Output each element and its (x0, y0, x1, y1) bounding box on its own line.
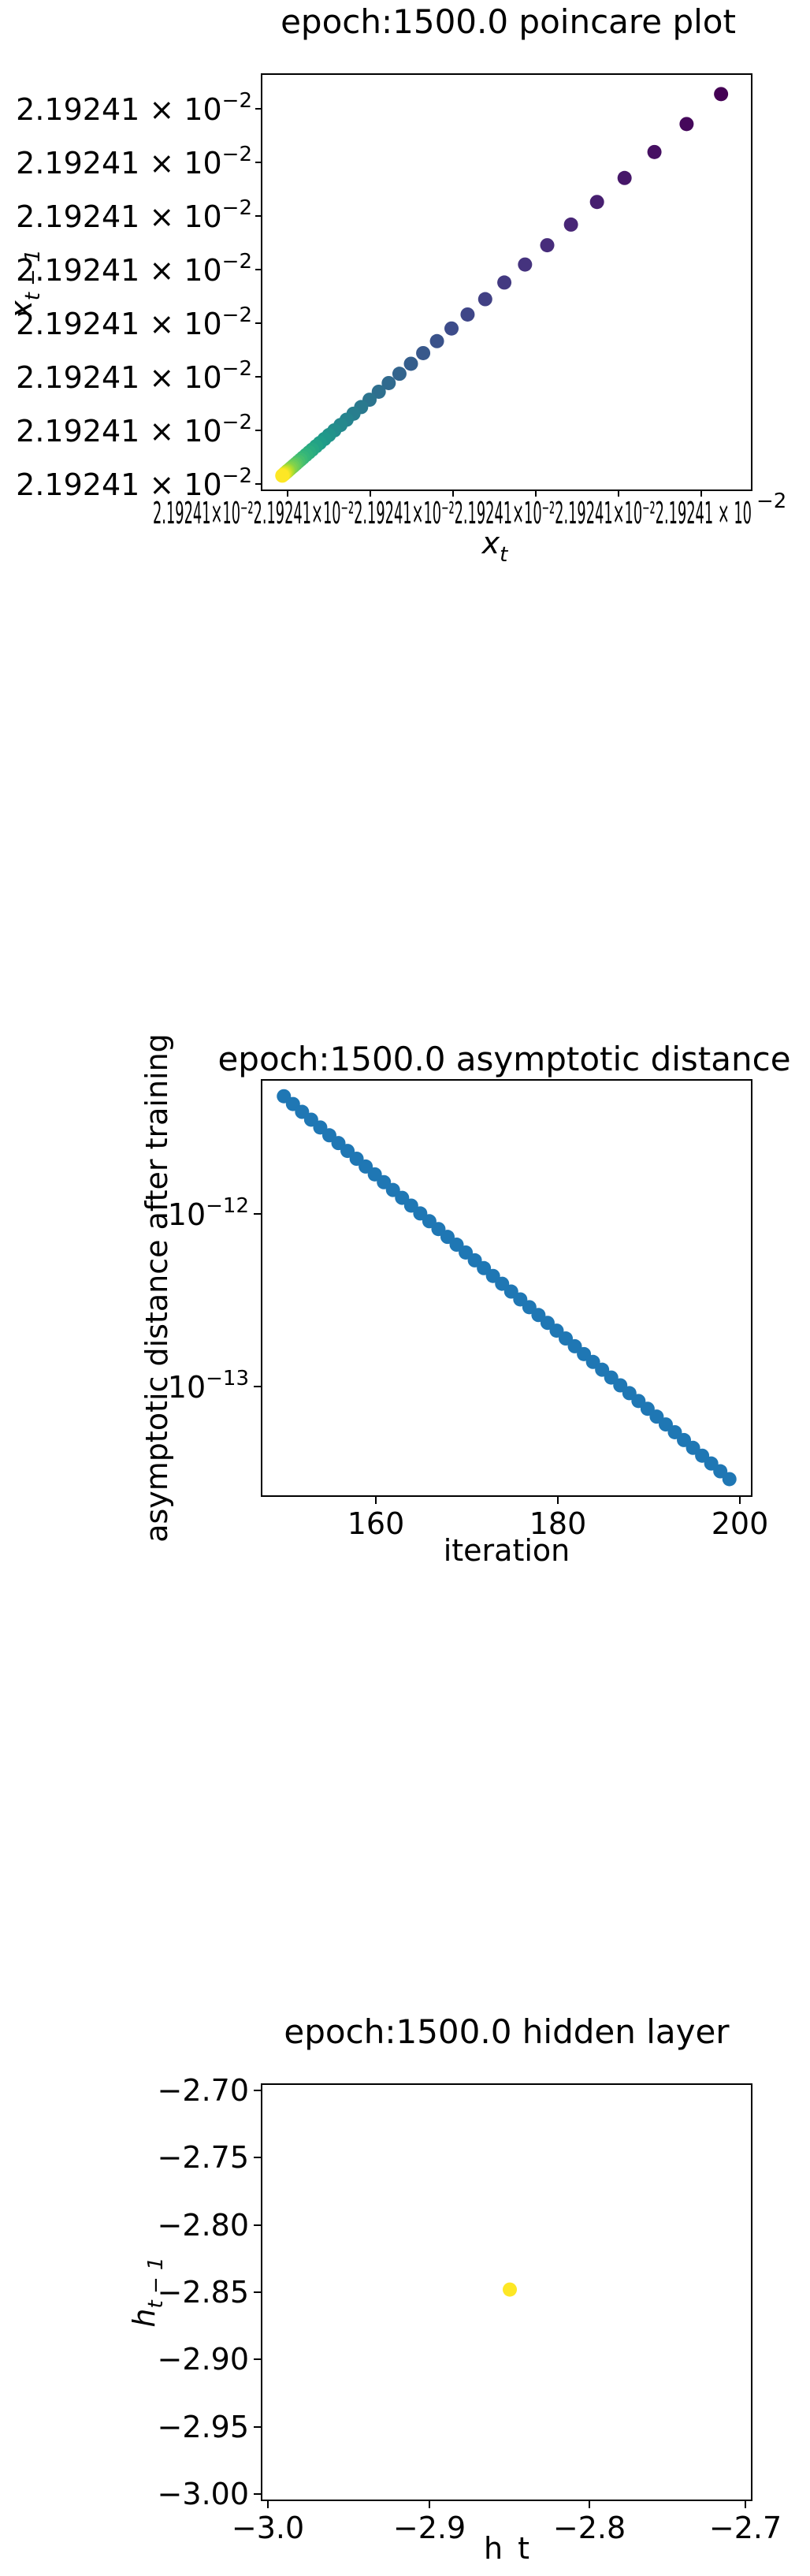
y-tick: 2.19241 × 10−2 (16, 464, 262, 502)
svg-text:2.19241 × 10−2: 2.19241 × 10−2 (16, 89, 252, 127)
svg-text:−3.0: −3.0 (232, 2511, 304, 2545)
scatter-point (429, 333, 444, 348)
x-tick: 200 (712, 1496, 769, 1541)
svg-text:−2.9: −2.9 (393, 2511, 466, 2545)
x-ticks: −3.0 −2.9 −2.8 −2.7 (232, 2500, 782, 2545)
y-tick: −2.95 (158, 2410, 262, 2444)
svg-text:2.19241 × 10−2: 2.19241 × 10−2 (16, 303, 252, 341)
scatter-point (647, 144, 662, 159)
scatter-point (563, 217, 578, 232)
x-tick: 160 (347, 1496, 405, 1541)
asymptotic-distance-chart: epoch:1500.0 asymptotic distance 10−12 1… (139, 1033, 791, 1568)
y-axis-label: asymptotic distance after training (139, 1033, 174, 1543)
scatter-points (277, 1089, 737, 1487)
y-tick: 2.19241 × 10−2 (16, 89, 262, 127)
chart-title: epoch:1500.0 hidden layer (284, 2012, 730, 2051)
svg-text:10−12: 10−12 (168, 1194, 249, 1232)
scatter-point (371, 384, 386, 399)
svg-text:−2.8: −2.8 (553, 2511, 626, 2545)
scatter-point (679, 117, 694, 132)
x-tick: 180 (529, 1496, 587, 1541)
y-ticks: −2.70 −2.75 −2.80 −2.85 −2.90 −2.95 −3.0… (158, 2073, 262, 2511)
x-tick: −3.0 (232, 2500, 304, 2545)
x-axis-label: h_t (484, 2531, 529, 2560)
scatter-points (503, 2282, 518, 2297)
y-ticks: 2.19241 × 10−2 2.19241 × 10−2 2.19241 × … (16, 89, 262, 502)
scatter-point (275, 468, 290, 483)
scatter-point (503, 2282, 518, 2297)
scatter-point (444, 321, 459, 336)
hidden-layer-chart: epoch:1500.0 hidden layer −2.70 −2.75 −2… (127, 2012, 782, 2560)
x-axis-label: xt (481, 526, 509, 567)
svg-text:2.19241 × 10−2: 2.19241 × 10−2 (16, 464, 252, 502)
scatter-point (416, 345, 431, 360)
svg-text:200: 200 (712, 1506, 769, 1541)
scatter-point (540, 238, 555, 253)
x-tick-labels: 2.19241×10⁻²2.19241×10⁻²2.19241×10⁻²2.19… (153, 496, 752, 530)
y-tick: −2.90 (158, 2342, 262, 2377)
svg-text:2.19241 × 10−2: 2.19241 × 10−2 (16, 250, 252, 288)
plot-frame (261, 73, 752, 491)
x-tick: −2.8 (553, 2500, 626, 2545)
chart-title: epoch:1500.0 asymptotic distance (217, 1040, 790, 1078)
scatter-point (722, 1472, 737, 1487)
x-tick: −2.7 (709, 2500, 782, 2545)
scatter-point (403, 356, 418, 371)
svg-text:−2.7: −2.7 (709, 2511, 782, 2545)
x-tick: −2.9 (393, 2500, 466, 2545)
scatter-point (714, 87, 729, 102)
y-ticks: 10−12 10−13 (168, 1194, 262, 1405)
svg-text:−2.85: −2.85 (158, 2275, 249, 2310)
y-tick: 10−12 (168, 1194, 262, 1232)
scatter-point (460, 307, 475, 322)
scatter-point (589, 195, 604, 210)
y-tick: −2.80 (158, 2208, 262, 2243)
x-tick-last-exponent: −2 (756, 490, 786, 513)
svg-text:2.19241 × 10−2: 2.19241 × 10−2 (16, 196, 252, 234)
scatter-point (392, 367, 407, 382)
y-tick: −2.85 (158, 2275, 262, 2310)
scatter-point (518, 257, 533, 272)
y-tick: 2.19241 × 10−2 (16, 250, 262, 288)
scatter-point (381, 375, 396, 390)
x-ticks: 160 180 200 (347, 1496, 769, 1541)
svg-text:2.19241 × 10−2: 2.19241 × 10−2 (16, 411, 252, 449)
y-tick: 2.19241 × 10−2 (16, 303, 262, 341)
y-axis-label: ht − 1 (127, 2257, 168, 2327)
scatter-point (497, 275, 512, 290)
svg-text:−2.80: −2.80 (158, 2208, 249, 2243)
poincare-chart: epoch:1500.0 poincare plot 2.19241 × 10−… (4, 2, 786, 567)
svg-text:2.19241 × 10−2: 2.19241 × 10−2 (16, 357, 252, 395)
svg-text:−2.70: −2.70 (158, 2073, 249, 2108)
x-axis-label: iteration (444, 1533, 570, 1568)
y-tick: 10−13 (168, 1367, 262, 1405)
svg-text:180: 180 (529, 1506, 587, 1541)
svg-text:−2.90: −2.90 (158, 2342, 249, 2377)
chart-title: epoch:1500.0 poincare plot (281, 2, 736, 41)
scatter-points (275, 87, 729, 483)
y-tick: −2.70 (158, 2073, 262, 2108)
svg-text:−2.75: −2.75 (158, 2140, 249, 2175)
y-tick: 2.19241 × 10−2 (16, 196, 262, 234)
y-tick: 2.19241 × 10−2 (16, 143, 262, 181)
svg-text:160: 160 (347, 1506, 405, 1541)
y-tick: −2.75 (158, 2140, 262, 2175)
scatter-point (477, 292, 492, 307)
y-tick: −3.00 (158, 2477, 262, 2511)
y-tick: 2.19241 × 10−2 (16, 411, 262, 449)
svg-text:10−13: 10−13 (168, 1367, 249, 1405)
scatter-point (617, 170, 632, 185)
svg-text:−2.95: −2.95 (158, 2410, 249, 2444)
y-tick: 2.19241 × 10−2 (16, 357, 262, 395)
x-ticks: 2.19241×10⁻²2.19241×10⁻²2.19241×10⁻²2.19… (153, 490, 786, 530)
svg-text:2.19241 × 10−2: 2.19241 × 10−2 (16, 143, 252, 181)
plot-frame (261, 1079, 752, 1497)
y-axis-label: xt − 1 (4, 249, 45, 319)
svg-text:−3.00: −3.00 (158, 2477, 249, 2511)
